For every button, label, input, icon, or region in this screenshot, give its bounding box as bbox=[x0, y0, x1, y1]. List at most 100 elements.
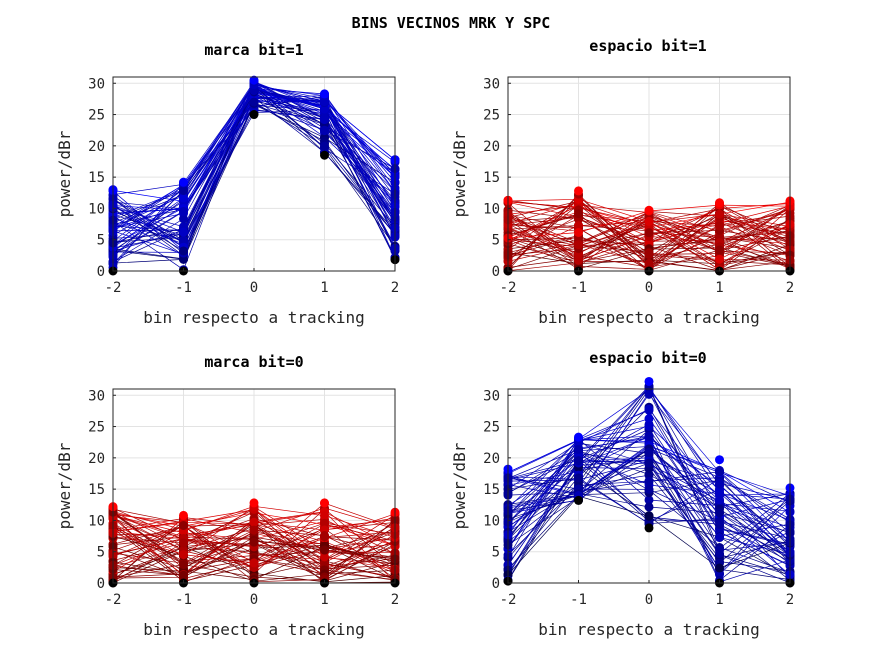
max-point bbox=[249, 498, 259, 508]
x-tick-label: 2 bbox=[391, 280, 399, 296]
series-line bbox=[508, 389, 790, 581]
y-axis-label: power/dBr bbox=[450, 130, 469, 217]
min-point bbox=[320, 150, 329, 160]
data-point bbox=[644, 216, 654, 226]
max-point bbox=[179, 510, 188, 520]
max-point bbox=[574, 432, 583, 442]
data-point bbox=[715, 221, 724, 231]
x-axis-label: bin respecto a tracking bbox=[143, 308, 365, 327]
data-point bbox=[715, 545, 724, 555]
x-tick-label: -2 bbox=[105, 592, 122, 608]
x-tick-label: -1 bbox=[570, 592, 587, 608]
data-point bbox=[179, 559, 188, 569]
data-point bbox=[320, 141, 329, 151]
x-tick-label: -2 bbox=[500, 592, 517, 608]
y-tick-label: 15 bbox=[88, 482, 105, 498]
x-tick-label: 0 bbox=[250, 592, 258, 608]
x-tick-label: 1 bbox=[715, 280, 723, 296]
data-point bbox=[715, 479, 724, 489]
max-point bbox=[320, 498, 329, 508]
data-point bbox=[320, 552, 329, 562]
data-point bbox=[715, 533, 724, 543]
y-tick-label: 20 bbox=[88, 451, 105, 467]
series-line bbox=[508, 389, 790, 545]
data-point bbox=[574, 240, 583, 250]
y-tick-label: 10 bbox=[483, 201, 500, 217]
max-point bbox=[574, 186, 583, 196]
data-point bbox=[715, 209, 724, 219]
data-point bbox=[644, 389, 654, 399]
x-tick-label: -2 bbox=[105, 280, 122, 296]
subplot-title: marca bit=0 bbox=[204, 353, 303, 371]
data-point bbox=[715, 495, 724, 505]
data-point bbox=[715, 467, 724, 477]
data-point bbox=[320, 518, 329, 528]
data-point bbox=[644, 404, 654, 414]
min-point bbox=[644, 523, 654, 533]
figure-title: BINS VECINOS MRK Y SPC bbox=[352, 14, 551, 32]
max-point bbox=[320, 89, 329, 99]
data-point bbox=[644, 495, 654, 505]
data-point bbox=[715, 508, 724, 518]
max-point bbox=[249, 75, 259, 85]
data-point bbox=[574, 221, 583, 231]
data-point bbox=[179, 214, 188, 224]
data-point bbox=[179, 246, 188, 256]
data-point bbox=[715, 563, 724, 573]
subplot-title: espacio bit=1 bbox=[589, 37, 706, 55]
data-point bbox=[644, 484, 654, 494]
y-axis-label: power/dBr bbox=[450, 442, 469, 529]
data-point bbox=[574, 209, 583, 219]
y-tick-label: 5 bbox=[492, 233, 500, 249]
x-tick-label: -2 bbox=[500, 280, 517, 296]
x-tick-label: 0 bbox=[645, 280, 653, 296]
x-tick-label: 1 bbox=[715, 592, 723, 608]
data-point bbox=[179, 520, 188, 530]
data-point bbox=[644, 458, 654, 468]
y-tick-label: 20 bbox=[88, 139, 105, 155]
y-tick-label: 0 bbox=[97, 264, 105, 280]
data-point bbox=[179, 570, 188, 580]
data-point bbox=[249, 525, 259, 535]
data-point bbox=[644, 258, 654, 268]
y-tick-label: 0 bbox=[97, 576, 105, 592]
data-point bbox=[644, 228, 654, 238]
data-point bbox=[179, 538, 188, 548]
data-point bbox=[644, 431, 654, 441]
min-point bbox=[249, 110, 259, 120]
data-point bbox=[320, 531, 329, 541]
y-tick-label: 25 bbox=[88, 108, 105, 124]
y-tick-label: 10 bbox=[483, 513, 500, 529]
subplot-title: marca bit=1 bbox=[204, 41, 303, 59]
x-tick-label: 2 bbox=[391, 592, 399, 608]
x-tick-label: 1 bbox=[320, 592, 328, 608]
y-tick-label: 15 bbox=[483, 482, 500, 498]
data-point bbox=[179, 550, 188, 560]
y-tick-label: 15 bbox=[88, 170, 105, 186]
data-point bbox=[574, 227, 583, 237]
max-point bbox=[644, 376, 654, 386]
data-point bbox=[249, 558, 259, 568]
data-point bbox=[320, 511, 329, 521]
data-point bbox=[179, 193, 188, 203]
y-tick-label: 10 bbox=[88, 201, 105, 217]
x-tick-label: 2 bbox=[786, 592, 794, 608]
data-point bbox=[320, 97, 329, 107]
data-point bbox=[320, 125, 329, 135]
data-point bbox=[179, 227, 188, 237]
y-tick-label: 30 bbox=[88, 76, 105, 92]
data-point bbox=[574, 255, 583, 265]
y-axis-label: power/dBr bbox=[55, 442, 74, 529]
min-point bbox=[574, 495, 583, 505]
data-point bbox=[179, 206, 188, 216]
y-tick-label: 30 bbox=[483, 388, 500, 404]
max-point bbox=[644, 205, 654, 215]
data-point bbox=[644, 250, 654, 260]
y-tick-label: 10 bbox=[88, 513, 105, 529]
data-point bbox=[715, 516, 724, 526]
data-point bbox=[644, 502, 654, 512]
